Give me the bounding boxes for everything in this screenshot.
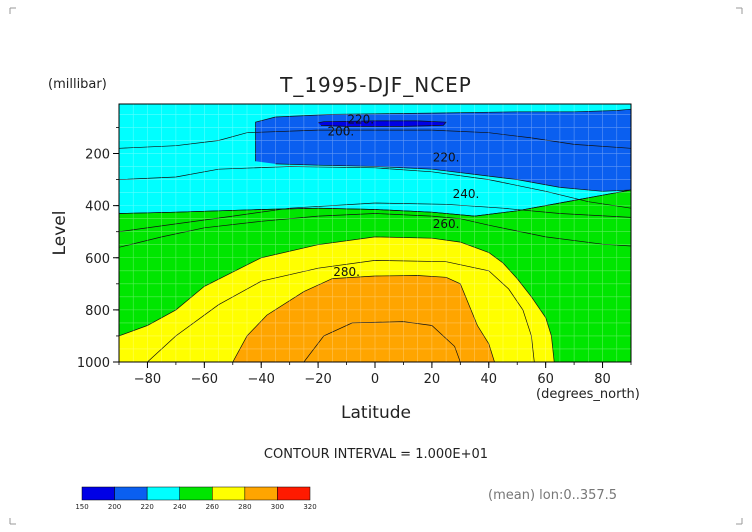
contour-fill-layer bbox=[119, 104, 631, 362]
contour-region-5 bbox=[318, 120, 447, 127]
colorbar-label: 320 bbox=[303, 503, 316, 511]
colorbar: 150 200 220 240 260 280 300 320 bbox=[75, 486, 317, 511]
corner-marks bbox=[9, 7, 743, 525]
y-tick-label: 800 bbox=[85, 304, 110, 319]
contour-line-1 bbox=[119, 236, 555, 362]
isoline-1 bbox=[119, 202, 631, 233]
y-axis-label: Level bbox=[50, 211, 70, 256]
x-units-label: (degrees_north) bbox=[536, 387, 640, 402]
contour-label: 260. bbox=[433, 217, 460, 231]
isoline-2 bbox=[147, 260, 535, 362]
mean-note: (mean) lon:0..357.5 bbox=[488, 488, 617, 503]
colorbar-swatch bbox=[114, 486, 148, 501]
colorbar-swatch bbox=[277, 486, 311, 501]
contour-label: 280. bbox=[333, 265, 360, 279]
colorbar-label: 240 bbox=[173, 503, 186, 511]
colorbar-label: 220 bbox=[140, 503, 153, 511]
contour-label-layer: 220.200.220.240.260.280. bbox=[328, 113, 480, 279]
x-tick-label: 40 bbox=[481, 372, 498, 387]
colorbar-label: 150 bbox=[75, 503, 88, 511]
x-tick-label: 20 bbox=[424, 372, 441, 387]
y-tick-label: 600 bbox=[85, 252, 110, 267]
x-tick-label: −60 bbox=[191, 372, 218, 387]
x-axis: −80 −60 −40 −20 0 20 40 60 80 bbox=[118, 362, 632, 387]
contour-region-4 bbox=[255, 109, 631, 192]
colorbar-swatch bbox=[244, 486, 278, 501]
grid-layer bbox=[119, 104, 631, 362]
x-tick-label: −40 bbox=[248, 372, 275, 387]
x-tick-label: −80 bbox=[134, 372, 161, 387]
x-axis-label: Latitude bbox=[341, 403, 411, 423]
contour-line-2 bbox=[232, 275, 495, 362]
colorbar-swatch bbox=[212, 486, 246, 501]
contour-line-5 bbox=[318, 120, 447, 127]
isoline-3 bbox=[303, 321, 461, 362]
isoline-4 bbox=[119, 166, 631, 209]
colorbar-label: 280 bbox=[238, 503, 251, 511]
isoline-0 bbox=[119, 129, 631, 149]
colorbar-swatch bbox=[179, 486, 213, 501]
y-axis: 200 400 600 800 1000 bbox=[77, 127, 119, 371]
contour-region-0 bbox=[119, 190, 631, 248]
chart-title: T_1995-DJF_NCEP bbox=[279, 73, 472, 97]
contour-interval-text: CONTOUR INTERVAL = 1.000E+01 bbox=[264, 447, 488, 462]
y-units-label: (millibar) bbox=[48, 77, 107, 92]
colorbar-label: 200 bbox=[108, 503, 121, 511]
colorbar-swatch bbox=[81, 486, 115, 501]
colorbar-label: 260 bbox=[206, 503, 219, 511]
x-tick-label: 80 bbox=[594, 372, 611, 387]
contour-line-3 bbox=[119, 104, 631, 217]
colorbar-swatch bbox=[146, 486, 180, 501]
contour-label: 240. bbox=[453, 187, 480, 201]
contour-label: 220. bbox=[347, 113, 374, 127]
contour-line-layer bbox=[119, 104, 631, 362]
y-tick-label: 1000 bbox=[77, 356, 110, 371]
contour-line-4 bbox=[255, 108, 631, 192]
contour-label: 200. bbox=[328, 124, 355, 138]
y-tick-label: 200 bbox=[85, 148, 110, 163]
x-tick-label: 0 bbox=[371, 372, 379, 387]
x-tick-label: 60 bbox=[537, 372, 554, 387]
colorbar-label: 300 bbox=[271, 503, 284, 511]
x-tick-label: −20 bbox=[304, 372, 331, 387]
contour-label: 220. bbox=[433, 150, 460, 164]
contour-region-2 bbox=[232, 275, 495, 362]
y-tick-label: 400 bbox=[85, 200, 110, 215]
